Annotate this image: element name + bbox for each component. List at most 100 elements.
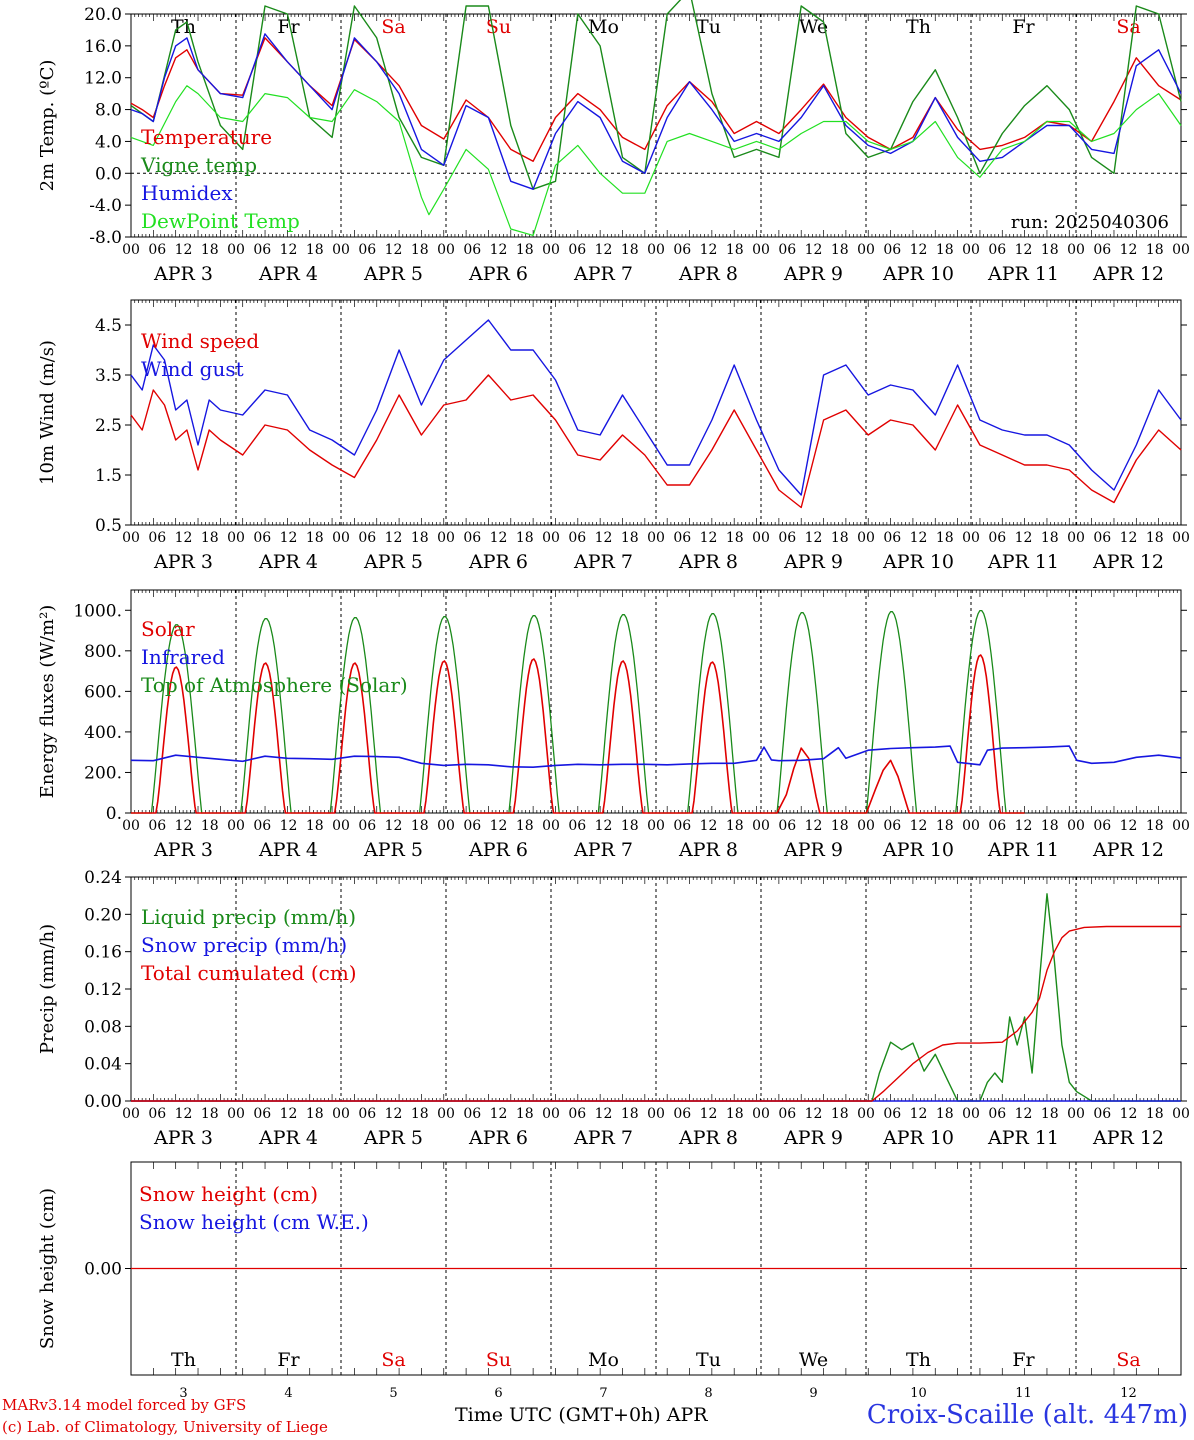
day-abbr-label: Th [906,16,931,38]
date-label: APR 4 [258,1127,318,1149]
hour-label: 18 [201,242,219,258]
y-tick-label: 2.5 [95,416,122,436]
hour-label: 12 [910,242,928,258]
series-wind-gust [130,319,1182,496]
hour-label: 00 [122,530,140,546]
hour-label: 00 [227,242,245,258]
series-dewpoint-temp [130,85,1182,236]
hour-label: 00 [857,242,875,258]
hour-label: 18 [621,530,639,546]
hour-label: 06 [358,242,376,258]
date-label: APR 12 [1092,263,1164,285]
hour-label: 06 [883,818,901,834]
day-abbr-label: We [799,1349,828,1371]
date-label: APR 6 [468,1127,528,1149]
date-label: APR 10 [882,839,954,861]
series-wind-speed [130,374,1182,509]
day-abbr-label: Sa [1116,16,1140,38]
hour-label: 00 [227,818,245,834]
date-label: APR 5 [363,551,423,573]
y-tick-label: 16.0 [84,37,122,57]
hour-label: 00 [962,530,980,546]
hour-label: 06 [568,1106,586,1122]
legend-entry: Liquid precip (mm/h) [141,905,356,929]
hour-label: 12 [910,818,928,834]
legend-entry: Wind speed [141,329,259,353]
y-tick-label: 1.5 [95,466,122,486]
hour-label: 12 [910,530,928,546]
hour-label: 00 [752,242,770,258]
day-number-label: 9 [809,1386,817,1401]
hour-label: 18 [1041,530,1059,546]
hour-label: 18 [726,242,744,258]
legend-entry: Vigne temp [140,153,257,177]
day-number-label: 3 [179,1386,187,1401]
day-number-label: 5 [389,1386,397,1401]
hour-label: 12 [805,1106,823,1122]
hour-label: 12 [385,530,403,546]
date-label: APR 4 [258,839,318,861]
hour-label: 06 [358,1106,376,1122]
day-abbr-label: Su [486,16,511,38]
date-label: APR 4 [258,551,318,573]
hour-label: 12 [595,818,613,834]
hour-label: 18 [936,242,954,258]
hour-label: 12 [1120,242,1138,258]
y-tick-label: 4.5 [95,316,122,336]
date-label: APR 8 [678,263,738,285]
hour-label: 00 [122,242,140,258]
hour-label: 12 [280,530,298,546]
hour-label: 12 [385,242,403,258]
hour-label: 12 [175,530,193,546]
hour-label: 18 [726,818,744,834]
hour-label: 18 [1041,1106,1059,1122]
series-solar [131,654,1025,814]
hour-label: 12 [1120,530,1138,546]
hour-label: 12 [1015,530,1033,546]
hour-label: 18 [936,818,954,834]
hour-label: 12 [175,1106,193,1122]
lab-credit: (c) Lab. of Climatology, University of L… [2,1418,328,1436]
day-abbr-label: Sa [381,1349,405,1371]
day-abbr-label: Su [486,1349,511,1371]
day-abbr-label: Fr [1012,16,1035,38]
hour-label: 00 [647,530,665,546]
date-label: APR 7 [573,1127,633,1149]
hour-label: 00 [332,242,350,258]
hour-label: 06 [148,242,166,258]
hour-label: 12 [805,530,823,546]
x-axis-title: Time UTC (GMT+0h) APR [455,1404,708,1426]
hour-label: 06 [463,1106,481,1122]
hour-label: 00 [332,1106,350,1122]
hour-label: 00 [542,242,560,258]
hour-label: 06 [673,530,691,546]
hour-label: 06 [778,818,796,834]
model-credit: MARv3.14 model forced by GFS [2,1396,247,1414]
hour-label: 18 [936,530,954,546]
date-label: APR 3 [153,1127,213,1149]
day-number-label: 6 [494,1386,502,1401]
hour-label: 12 [175,242,193,258]
y-tick-label: 0. [106,804,122,824]
hour-label: 12 [280,818,298,834]
hour-label: 06 [463,242,481,258]
date-label: APR 12 [1092,839,1164,861]
hour-label: 12 [910,1106,928,1122]
day-number-label: 7 [599,1386,607,1401]
hour-label: 18 [1146,242,1164,258]
date-label: APR 6 [468,551,528,573]
panel-snow: 0.00 Snow height (cm) Th 3 Fr 4 Sa 5 Su 6 Mo 7 Tu 8 We… [37,1161,1187,1401]
hour-label: 00 [542,1106,560,1122]
hour-label: 06 [883,242,901,258]
hour-label: 06 [568,242,586,258]
hour-label: 18 [1041,818,1059,834]
y-tick-label: -4.0 [89,196,122,216]
hour-label: 00 [1172,242,1190,258]
hour-label: 06 [568,818,586,834]
hour-label: 18 [306,818,324,834]
hour-label: 12 [805,818,823,834]
date-label: APR 4 [258,263,318,285]
hour-label: 18 [306,242,324,258]
hour-label: 18 [516,242,534,258]
hour-label: 06 [1093,242,1111,258]
